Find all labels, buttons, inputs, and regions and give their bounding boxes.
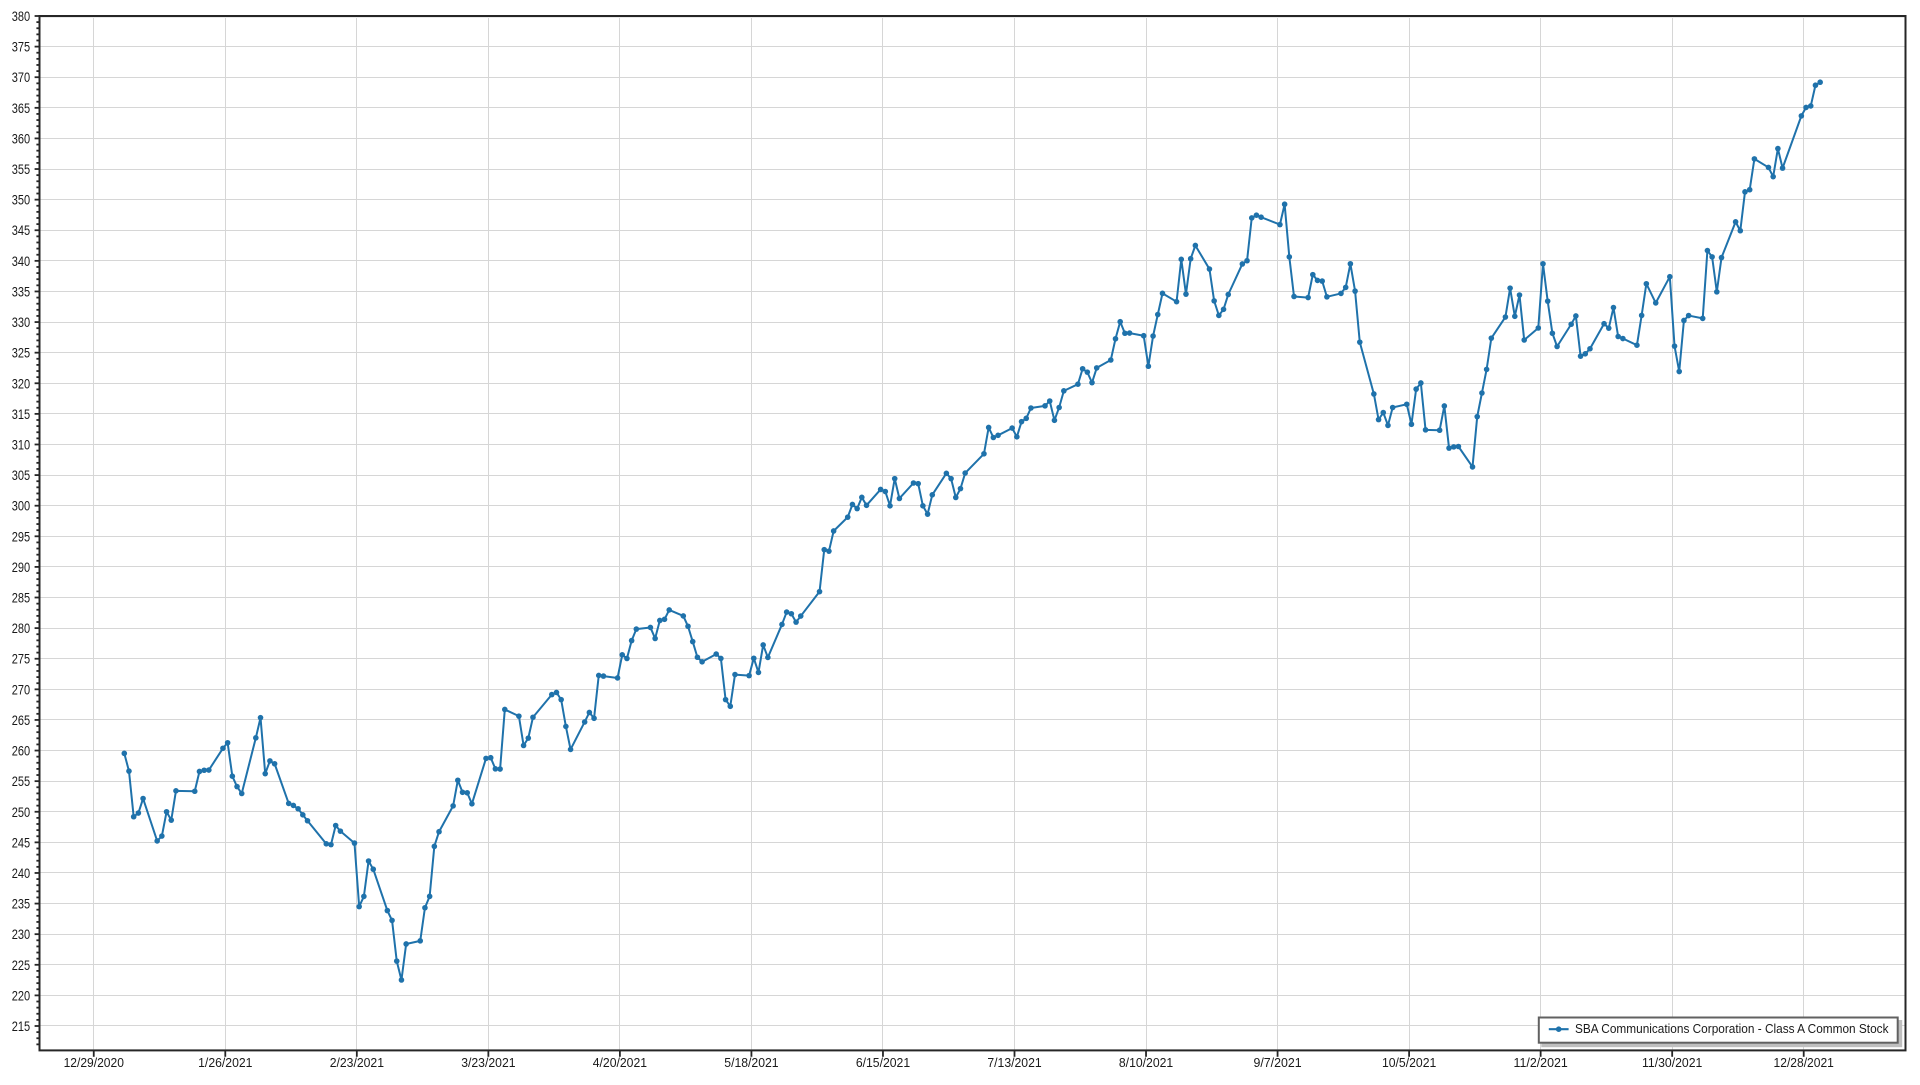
svg-text:220: 220 <box>12 988 31 1003</box>
svg-text:270: 270 <box>12 682 31 697</box>
svg-text:SBA Communications Corporation: SBA Communications Corporation - Class A… <box>1575 1021 1889 1036</box>
svg-text:1/26/2021: 1/26/2021 <box>198 1056 252 1070</box>
svg-text:2/23/2021: 2/23/2021 <box>330 1056 384 1070</box>
svg-text:280: 280 <box>12 621 31 636</box>
svg-text:350: 350 <box>12 193 31 208</box>
svg-text:335: 335 <box>12 284 30 299</box>
svg-text:340: 340 <box>12 254 31 269</box>
svg-text:245: 245 <box>12 835 30 850</box>
svg-text:310: 310 <box>12 437 31 452</box>
svg-text:9/7/2021: 9/7/2021 <box>1253 1056 1301 1070</box>
svg-text:255: 255 <box>12 774 30 789</box>
svg-text:12/29/2020: 12/29/2020 <box>64 1056 124 1070</box>
svg-text:355: 355 <box>12 162 30 177</box>
svg-text:230: 230 <box>12 927 31 942</box>
svg-text:225: 225 <box>12 958 30 973</box>
svg-text:10/5/2021: 10/5/2021 <box>1382 1056 1436 1070</box>
svg-text:6/15/2021: 6/15/2021 <box>856 1056 910 1070</box>
svg-text:345: 345 <box>12 223 30 238</box>
svg-text:365: 365 <box>12 101 30 116</box>
svg-text:4/20/2021: 4/20/2021 <box>593 1056 647 1070</box>
svg-text:265: 265 <box>12 713 30 728</box>
svg-text:295: 295 <box>12 529 30 544</box>
svg-text:11/30/2021: 11/30/2021 <box>1642 1056 1702 1070</box>
svg-text:320: 320 <box>12 376 31 391</box>
svg-text:375: 375 <box>12 40 30 55</box>
svg-text:330: 330 <box>12 315 31 330</box>
svg-text:360: 360 <box>12 131 31 146</box>
svg-text:250: 250 <box>12 805 31 820</box>
svg-text:5/18/2021: 5/18/2021 <box>724 1056 778 1070</box>
svg-text:3/23/2021: 3/23/2021 <box>461 1056 515 1070</box>
svg-text:285: 285 <box>12 591 30 606</box>
svg-text:240: 240 <box>12 866 31 881</box>
svg-text:235: 235 <box>12 897 30 912</box>
svg-text:275: 275 <box>12 652 30 667</box>
svg-text:290: 290 <box>12 560 31 575</box>
svg-text:7/13/2021: 7/13/2021 <box>987 1056 1041 1070</box>
svg-text:8/10/2021: 8/10/2021 <box>1119 1056 1173 1070</box>
svg-text:215: 215 <box>12 1019 30 1034</box>
svg-text:11/2/2021: 11/2/2021 <box>1514 1056 1568 1070</box>
svg-text:12/28/2021: 12/28/2021 <box>1774 1056 1834 1070</box>
svg-text:305: 305 <box>12 468 30 483</box>
svg-text:300: 300 <box>12 499 31 514</box>
svg-text:380: 380 <box>12 9 31 24</box>
svg-text:325: 325 <box>12 346 30 361</box>
svg-text:370: 370 <box>12 70 31 85</box>
svg-text:260: 260 <box>12 744 31 759</box>
svg-text:315: 315 <box>12 407 30 422</box>
